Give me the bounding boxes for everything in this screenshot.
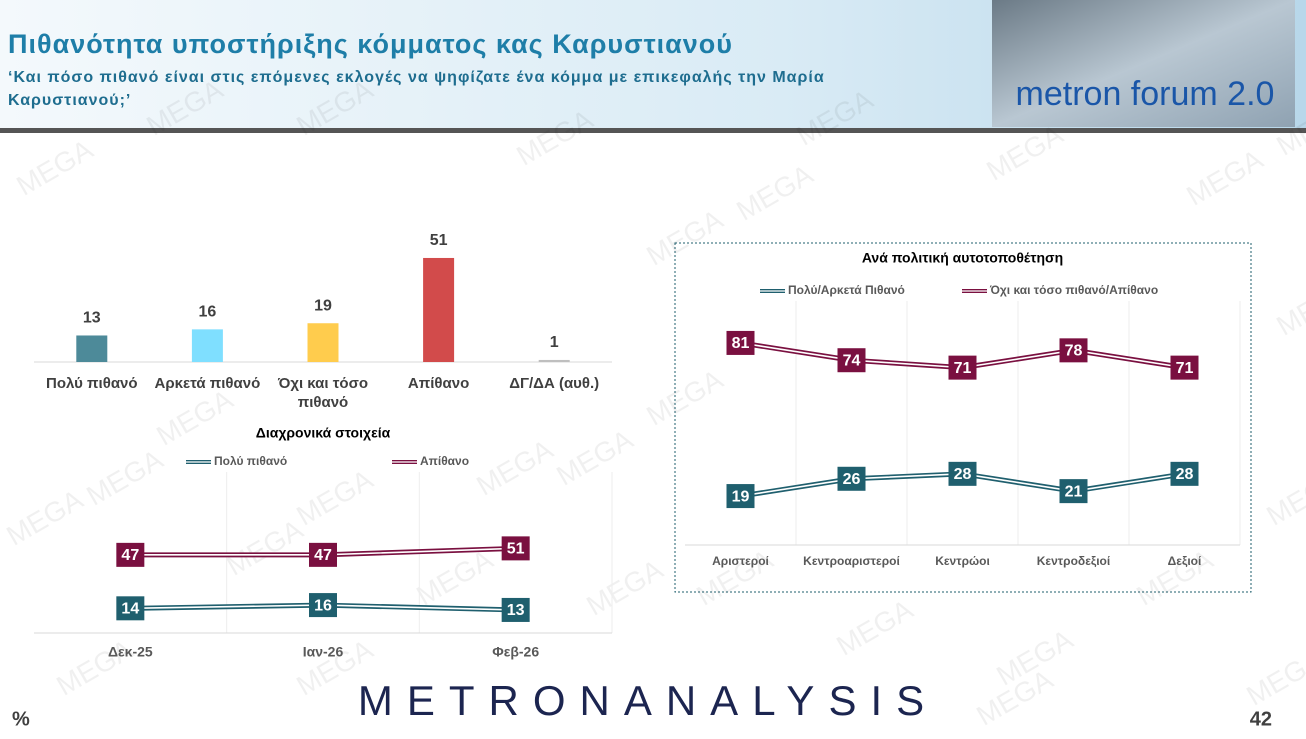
value-label: 19 bbox=[732, 488, 750, 505]
page-number: 42 bbox=[1250, 708, 1272, 730]
value-label: 74 bbox=[843, 352, 861, 369]
x-tick-label: Αριστεροί bbox=[712, 554, 769, 568]
value-box bbox=[116, 596, 145, 621]
watermark: MEGA bbox=[731, 158, 818, 226]
value-box bbox=[726, 484, 755, 509]
watermark: MEGA bbox=[581, 553, 668, 621]
watermark: MEGA bbox=[641, 363, 728, 431]
value-box bbox=[726, 330, 755, 355]
value-box bbox=[309, 542, 337, 567]
value-box bbox=[837, 466, 866, 491]
value-label: 14 bbox=[121, 601, 139, 618]
watermark: MEGA bbox=[151, 383, 238, 451]
value-box bbox=[1059, 338, 1088, 363]
watermark: MEGA bbox=[81, 443, 168, 511]
watermark: MEGA bbox=[641, 203, 728, 271]
value-label: 16 bbox=[199, 304, 217, 321]
x-tick-label: Όχι και τόσο πιθανό bbox=[277, 375, 368, 411]
value-label: 47 bbox=[121, 547, 139, 564]
value-label: 28 bbox=[954, 466, 972, 483]
value-label: 16 bbox=[314, 597, 332, 614]
bar bbox=[423, 257, 455, 362]
value-box bbox=[948, 461, 977, 486]
x-tick-label: Κεντροδεξιοί bbox=[1037, 554, 1110, 568]
watermark: MEGA bbox=[1, 483, 88, 551]
value-label: 78 bbox=[1065, 343, 1083, 360]
bar bbox=[538, 359, 570, 362]
logo-text: metron forum 2.0 bbox=[1016, 75, 1275, 113]
value-label: 13 bbox=[507, 602, 525, 619]
watermark: MEGA bbox=[1271, 273, 1306, 341]
bar bbox=[307, 323, 339, 362]
value-box bbox=[116, 542, 145, 567]
brand: METRONANALYSIS bbox=[358, 677, 938, 724]
value-box bbox=[1170, 355, 1199, 380]
chart-frame bbox=[674, 242, 1252, 593]
x-tick-label: Δεκ-25 bbox=[108, 644, 153, 660]
x-tick-label: Ιαν-26 bbox=[303, 644, 344, 660]
watermark: MEGA bbox=[291, 463, 378, 531]
x-tick-label: Δεξιοί bbox=[1168, 554, 1202, 568]
legend-label: Απίθανο bbox=[420, 454, 469, 468]
watermark: MEGA bbox=[471, 433, 558, 501]
x-tick-label: Πολύ πιθανό bbox=[46, 375, 138, 392]
value-label: 26 bbox=[843, 471, 861, 488]
watermark: MEGA bbox=[1181, 143, 1268, 211]
chart-title: Διαχρονικά στοιχεία bbox=[256, 425, 391, 441]
watermark: MEGA bbox=[221, 513, 308, 581]
value-label: 21 bbox=[1065, 483, 1083, 500]
value-box bbox=[501, 597, 530, 622]
value-label: 13 bbox=[83, 310, 101, 327]
x-tick-label: Αρκετά πιθανό bbox=[154, 375, 261, 392]
watermark: MEGA bbox=[551, 423, 638, 491]
x-tick-label: Φεβ-26 bbox=[492, 644, 539, 660]
value-label: 19 bbox=[314, 297, 332, 314]
legend-label: Όχι και τόσο πιθανό/Απίθανο bbox=[989, 283, 1158, 297]
header-rule bbox=[0, 128, 1306, 133]
watermark: MEGA bbox=[11, 133, 98, 201]
logo-box bbox=[992, 0, 1295, 127]
value-label: 71 bbox=[1176, 360, 1194, 377]
value-label: 81 bbox=[732, 335, 750, 352]
value-box bbox=[501, 536, 530, 561]
legend-label: Πολύ/Αρκετά Πιθανό bbox=[788, 283, 905, 297]
value-box bbox=[1170, 461, 1199, 486]
x-tick-label: Κεντρώοι bbox=[935, 554, 990, 568]
title: Πιθανότητα υποστήριξης κόμματος κας Καρυ… bbox=[8, 29, 733, 59]
value-label: 28 bbox=[1176, 466, 1194, 483]
bar bbox=[76, 335, 108, 362]
watermark: MEGA bbox=[831, 593, 918, 661]
value-box bbox=[837, 348, 866, 373]
value-label: 1 bbox=[550, 334, 559, 351]
watermark: MEGA bbox=[1241, 643, 1306, 711]
subtitle: ‘Και πόσο πιθανό είναι στις επόμενες εκλ… bbox=[8, 69, 825, 109]
value-label: 51 bbox=[507, 541, 525, 558]
legend-label: Πολύ πιθανό bbox=[214, 454, 287, 468]
value-box bbox=[1059, 479, 1088, 504]
x-tick-label: ΔΓ/ΔΑ (αυθ.) bbox=[509, 375, 600, 392]
value-label: 51 bbox=[430, 232, 448, 249]
x-tick-label: Κεντροαριστεροί bbox=[803, 554, 900, 568]
value-label: 71 bbox=[954, 360, 972, 377]
bar bbox=[191, 329, 223, 362]
watermark: MEGA bbox=[1261, 463, 1306, 531]
value-label: 47 bbox=[314, 547, 332, 564]
chart-title: Ανά πολιτική αυτοτοποθέτηση bbox=[862, 250, 1063, 266]
value-box bbox=[309, 593, 337, 618]
value-box bbox=[948, 355, 977, 380]
unit: % bbox=[12, 708, 30, 730]
x-tick-label: Απίθανο bbox=[407, 375, 470, 392]
